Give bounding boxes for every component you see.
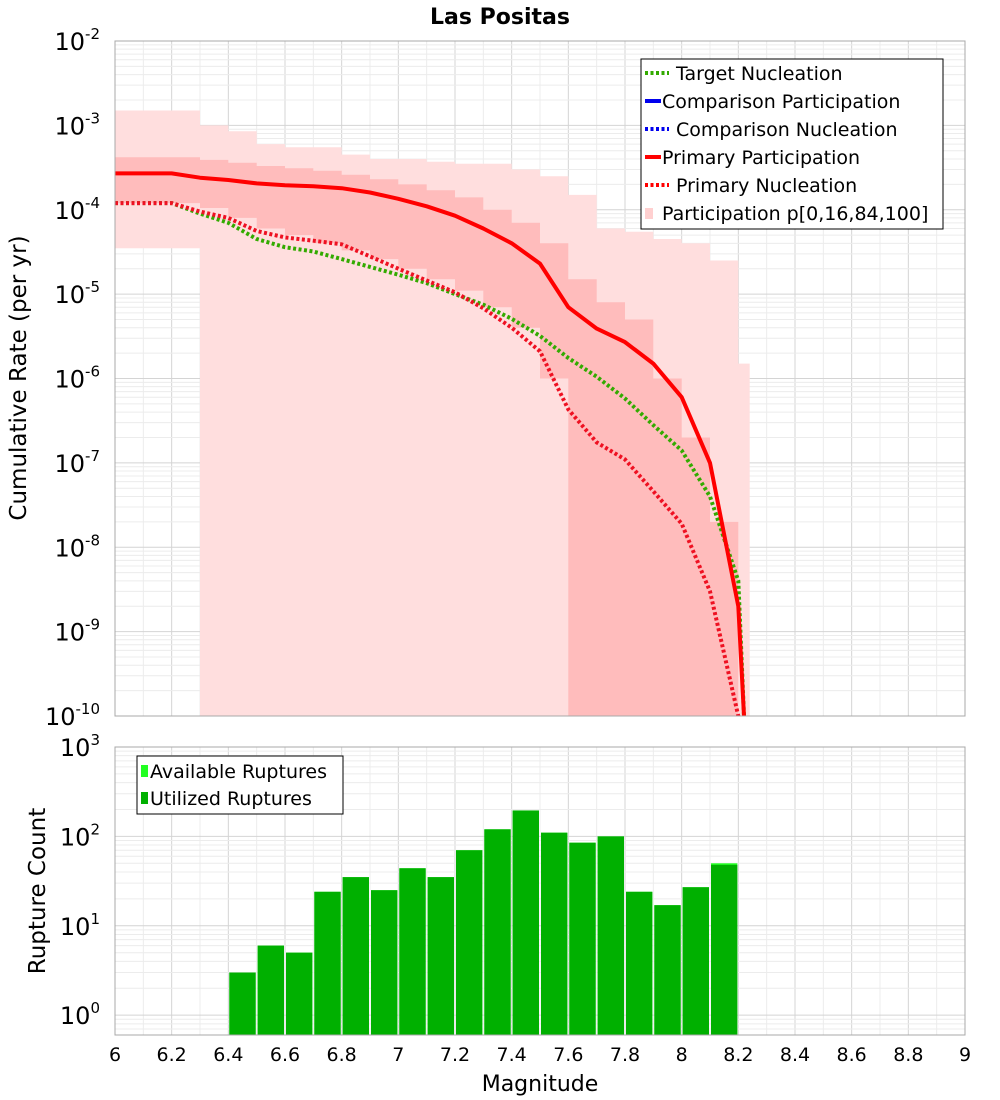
top-y-tick-label: 10-5 — [54, 278, 100, 309]
legend-entry-label: Primary Participation — [662, 147, 860, 169]
bar-utilized-ruptures — [371, 890, 398, 1035]
x-tick-label: 7.8 — [610, 1044, 640, 1066]
top-y-tick-label: 10-4 — [54, 194, 100, 225]
x-tick-label: 7 — [392, 1044, 404, 1066]
top-y-tick-label: 10-8 — [54, 531, 100, 562]
bar-utilized-ruptures — [654, 905, 681, 1035]
bar-utilized-ruptures — [286, 952, 313, 1035]
legend-entry-label: Comparison Participation — [662, 91, 900, 113]
x-tick-label: 7.2 — [440, 1044, 470, 1066]
series-line-primary-participation — [115, 171, 746, 717]
bottom-grid — [114, 746, 966, 1036]
bar-utilized-ruptures — [597, 836, 624, 1035]
bottom-y-tick-label: 100 — [60, 999, 100, 1030]
top-y-axis-label: Cumulative Rate (per yr) — [6, 235, 32, 520]
bar-utilized-ruptures — [626, 891, 653, 1035]
bar-utilized-ruptures — [314, 891, 341, 1035]
x-tick-label: 8.8 — [893, 1044, 923, 1066]
top-legend-box — [640, 58, 944, 230]
legend-entry-label: Participation p[0,16,84,100] — [662, 203, 928, 225]
top-y-tick-label: 10-7 — [54, 447, 100, 478]
bottom-legend-box — [136, 755, 344, 815]
bar-utilized-ruptures — [456, 850, 483, 1035]
top-y-tick-label: 10-3 — [54, 109, 100, 140]
x-tick-label: 7.6 — [553, 1044, 583, 1066]
bar-utilized-ruptures — [229, 972, 256, 1035]
bar-utilized-ruptures — [682, 887, 709, 1035]
legend-entry-label: Target Nucleation — [675, 63, 843, 85]
legend-entry-label: Primary Nucleation — [676, 175, 857, 197]
bar-utilized-ruptures — [399, 868, 426, 1035]
participation-band-p16-p84 — [115, 157, 750, 716]
legend-entry-label: Available Ruptures — [150, 761, 327, 783]
bottom-legend: Available Ruptures Utilized Ruptures — [136, 755, 344, 815]
chart-title: Las Positas — [430, 5, 570, 30]
series-line-primary-nucleation — [115, 201, 741, 717]
legend-swatch-band — [645, 208, 653, 219]
bottom-y-tick-label: 103 — [60, 731, 100, 762]
bar-utilized-ruptures — [711, 864, 738, 1035]
top-plot-frame — [114, 40, 966, 717]
legend-swatch-bar — [141, 792, 148, 804]
x-tick-label: 8.2 — [723, 1044, 753, 1066]
top-y-tick-label: 10-10 — [45, 700, 100, 731]
bottom-y-axis-label: Rupture Count — [25, 808, 51, 974]
x-axis-label: Magnitude — [482, 1072, 599, 1097]
top-y-tick-label: 10-9 — [54, 616, 100, 647]
bottom-plot-frame — [114, 746, 966, 1036]
x-tick-label: 6.6 — [270, 1044, 300, 1066]
bar-utilized-ruptures — [342, 877, 369, 1035]
bar-utilized-ruptures — [257, 945, 284, 1035]
legend-entry-label: Utilized Ruptures — [150, 788, 312, 810]
x-tick-label: 8.4 — [780, 1044, 810, 1066]
x-tick-label: 6.8 — [327, 1044, 357, 1066]
bar-utilized-ruptures — [541, 832, 568, 1035]
top-y-tick-label: 10-2 — [54, 25, 100, 56]
top-legend: Target Nucleation Comparison Participatio… — [640, 58, 944, 230]
bottom-y-tick-label: 102 — [60, 820, 100, 851]
bar-utilized-ruptures — [484, 829, 511, 1035]
x-tick-label: 8 — [676, 1044, 688, 1066]
series-line-target-nucleation — [115, 201, 746, 717]
x-tick-label: 9 — [959, 1044, 971, 1066]
bar-utilized-ruptures — [512, 810, 539, 1035]
x-tick-label: 7.4 — [497, 1044, 527, 1066]
bottom-y-tick-label: 101 — [60, 910, 100, 941]
x-tick-label: 6.2 — [157, 1044, 187, 1066]
legend-entry-label: Comparison Nucleation — [676, 119, 898, 141]
bar-utilized-ruptures — [569, 842, 596, 1035]
x-tick-label: 6.4 — [213, 1044, 243, 1066]
bar-utilized-ruptures — [427, 877, 454, 1035]
x-tick-label: 8.6 — [837, 1044, 867, 1066]
legend-swatch-bar — [141, 765, 148, 777]
x-tick-label: 6 — [109, 1044, 121, 1066]
top-y-tick-label: 10-6 — [54, 363, 100, 394]
